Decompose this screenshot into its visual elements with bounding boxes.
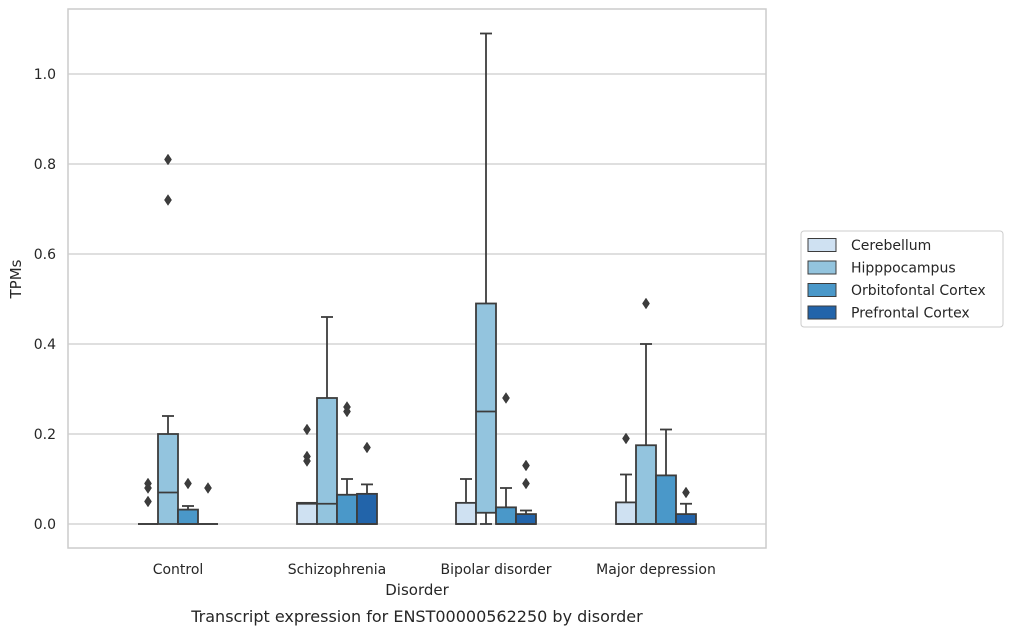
box-iqr (515, 513, 537, 525)
outlier-point (164, 194, 172, 206)
box-iqr (655, 474, 677, 525)
x-tick-labels: Control Schizophrenia Bipolar disorder Majo… (153, 562, 716, 578)
y-tick-label: 0.4 (34, 337, 56, 353)
outlier-point (343, 401, 351, 413)
box-cerebellum-schizophrenia (296, 423, 318, 525)
outlier-point (303, 423, 311, 436)
x-tick-label: Major depression (596, 562, 716, 578)
legend-label: Cerebellum (851, 238, 931, 254)
outlier-point (642, 297, 650, 310)
legend-swatch (807, 283, 837, 297)
box-cerebellum-control (138, 477, 158, 525)
box-prefrontal-cortex-major-depression (675, 486, 697, 525)
box-iqr (495, 506, 517, 525)
outlier-point (363, 441, 371, 454)
x-tick-label: Control (153, 562, 204, 578)
box-prefrontal-cortex-control (198, 482, 218, 525)
x-tick-label: Schizophrenia (288, 562, 386, 578)
box-hipppocampus-schizophrenia (316, 316, 338, 525)
box-iqr (177, 508, 199, 525)
y-tick-label: 0.0 (34, 517, 56, 533)
box-iqr (455, 501, 477, 525)
y-tick-label: 1.0 (34, 67, 56, 83)
box-hipppocampus-major-depression (635, 297, 657, 525)
box-iqr (316, 397, 338, 525)
chart-caption: Transcript expression for ENST0000056225… (190, 607, 643, 626)
box-orbitofontal-cortex-major-depression (655, 428, 677, 525)
outlier-point (622, 432, 630, 445)
y-tick-label: 0.2 (34, 427, 56, 443)
outlier-point (502, 392, 510, 404)
outlier-point (682, 486, 690, 499)
x-tick-label: Bipolar disorder (440, 562, 551, 578)
box-hipppocampus-control (157, 153, 179, 525)
legend-label: Hipppocampus (851, 261, 956, 277)
box-prefrontal-cortex-schizophrenia (356, 441, 378, 525)
box-iqr (475, 302, 497, 514)
y-axis-label: TPMs (7, 259, 25, 299)
box-orbitofontal-cortex-bipolar-disorder (495, 392, 517, 525)
legend-swatch (807, 238, 837, 252)
y-tick-label: 0.6 (34, 247, 56, 263)
legend-label: Orbitofontal Cortex (851, 283, 986, 299)
box-hipppocampus-bipolar-disorder (475, 32, 497, 525)
outlier-point (522, 477, 530, 490)
box-iqr (336, 493, 358, 525)
legend-frame (800, 230, 1004, 328)
box-orbitofontal-cortex-control (177, 477, 199, 525)
outlier-point (164, 153, 172, 166)
boxes-layer (138, 32, 697, 525)
y-tick-labels: 0.0 0.2 0.4 0.6 0.8 1.0 (34, 67, 56, 533)
box-cerebellum-major-depression (615, 432, 637, 525)
y-tick-label: 0.8 (34, 157, 56, 173)
box-iqr (615, 501, 637, 525)
plot-frame (67, 8, 767, 549)
box-prefrontal-cortex-bipolar-disorder (515, 459, 537, 525)
legend-label: Prefrontal Cortex (851, 306, 970, 322)
outlier-point (184, 477, 192, 490)
box-iqr (675, 513, 697, 525)
box-iqr (356, 492, 378, 525)
legend-swatch (807, 260, 837, 275)
box-iqr (157, 433, 179, 525)
outlier-point (144, 477, 152, 490)
legend-swatch (807, 305, 837, 320)
box-iqr (635, 444, 657, 525)
box-cerebellum-bipolar-disorder (455, 478, 477, 525)
x-axis-label: Disorder (385, 581, 449, 599)
box-iqr (296, 501, 318, 525)
outlier-point (204, 482, 212, 494)
box-orbitofontal-cortex-schizophrenia (336, 401, 358, 525)
outlier-point (144, 495, 152, 508)
outlier-point (522, 459, 530, 472)
legend: Cerebellum Hipppocampus Orbitofontal Corte… (800, 230, 1004, 328)
outlier-point (303, 450, 311, 463)
